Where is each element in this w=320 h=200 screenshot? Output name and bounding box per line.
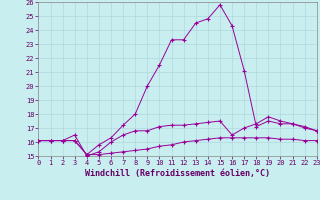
X-axis label: Windchill (Refroidissement éolien,°C): Windchill (Refroidissement éolien,°C): [85, 169, 270, 178]
